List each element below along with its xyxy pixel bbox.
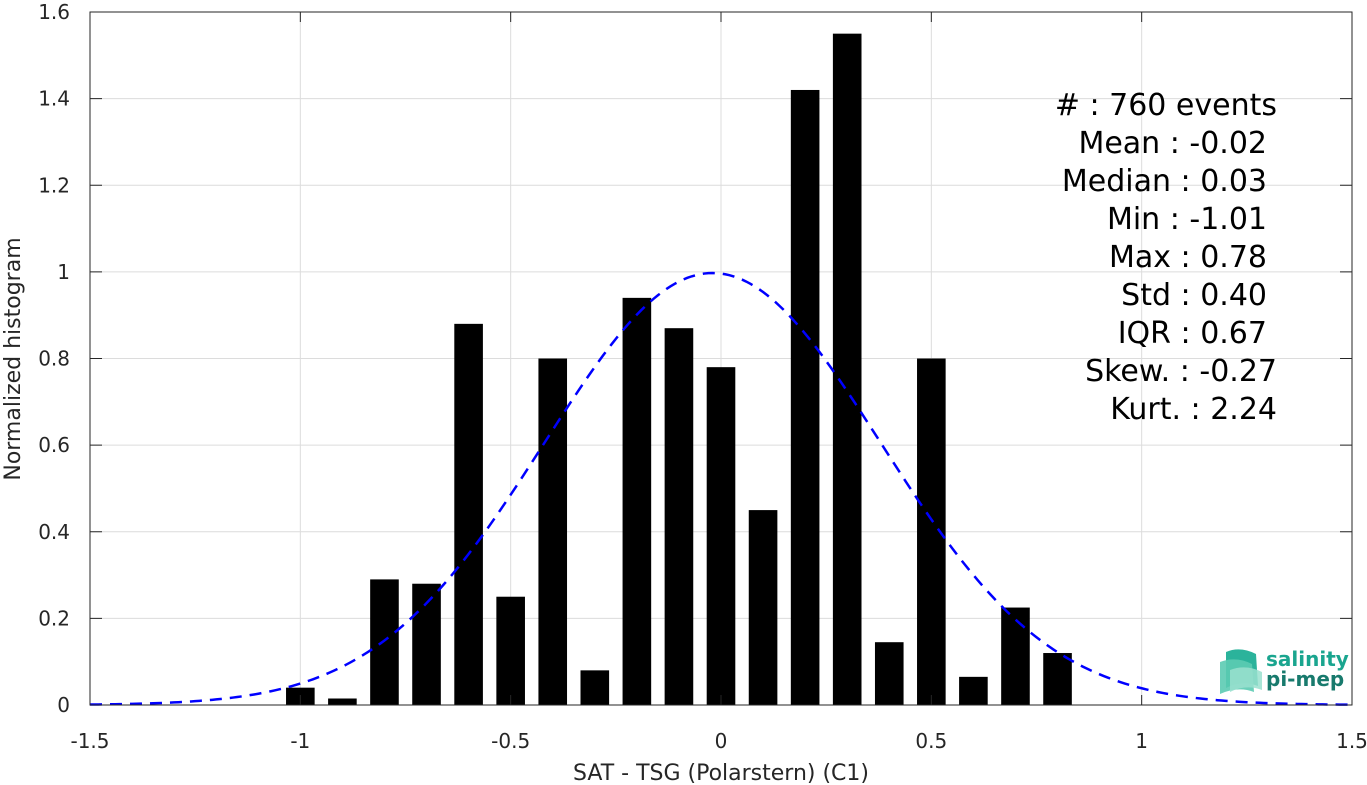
y-tick-label: 0.4 xyxy=(38,520,70,544)
x-tick-label: 0.5 xyxy=(915,729,947,753)
stat-min: Min : -1.01 xyxy=(1107,202,1267,237)
x-tick-label: 1.5 xyxy=(1336,729,1367,753)
y-tick-label: 1 xyxy=(57,260,70,284)
histogram-bar xyxy=(1043,653,1072,705)
statistics-box: # : 760 events Mean : -0.02 Median : 0.0… xyxy=(1055,88,1277,427)
y-tick-labels: 0 0.2 0.4 0.6 0.8 1 1.2 1.4 1.6 xyxy=(38,0,70,717)
stat-events: # : 760 events xyxy=(1055,88,1277,123)
histogram-bar xyxy=(496,596,525,705)
histogram-bar xyxy=(790,89,820,705)
tick-marks xyxy=(89,11,1353,706)
x-tick-labels: -1.5 -1 -0.5 0 0.5 1 1.5 xyxy=(70,729,1367,753)
y-axis-title: Normalized histogram xyxy=(1,237,26,480)
normal-fit-curve xyxy=(89,271,1353,706)
histogram-bar xyxy=(580,670,610,705)
histogram-bar xyxy=(328,698,357,705)
histogram-bar xyxy=(832,33,862,705)
grid-lines xyxy=(89,11,1353,706)
histogram-bar xyxy=(538,358,568,705)
y-tick-label: 0 xyxy=(57,693,70,717)
y-tick-label: 0.8 xyxy=(38,347,70,371)
stat-kurtosis: Kurt. : 2.24 xyxy=(1110,392,1277,427)
x-tick-label: -1 xyxy=(290,729,310,753)
wave-icon xyxy=(1220,649,1262,694)
stat-max: Max : 0.78 xyxy=(1109,240,1267,275)
histogram-bar xyxy=(664,328,694,705)
stat-iqr: IQR : 0.67 xyxy=(1118,316,1267,351)
stat-std: Std : 0.40 xyxy=(1121,278,1267,313)
y-tick-label: 0.2 xyxy=(38,606,70,630)
x-tick-label: 1 xyxy=(1135,729,1148,753)
y-tick-label: 1.6 xyxy=(38,0,70,24)
histogram-bar xyxy=(706,367,736,705)
histogram-bars xyxy=(286,33,1072,705)
x-tick-label: -1.5 xyxy=(70,729,109,753)
y-tick-label: 1.2 xyxy=(38,173,70,197)
y-tick-label: 1.4 xyxy=(38,87,70,111)
stat-skewness: Skew. : -0.27 xyxy=(1085,354,1277,389)
stat-mean: Mean : -0.02 xyxy=(1078,126,1267,161)
stat-median: Median : 0.03 xyxy=(1062,164,1267,199)
histogram-bar xyxy=(874,642,904,705)
x-tick-label: -0.5 xyxy=(491,729,530,753)
logo-text-salinity: salinity xyxy=(1266,647,1349,671)
y-tick-label: 0.6 xyxy=(38,433,70,457)
logo-text-pi-mep: pi-mep xyxy=(1266,667,1344,691)
histogram-bar xyxy=(748,510,778,705)
salinity-pi-mep-logo: salinity pi-mep xyxy=(1220,647,1349,694)
histogram-bar xyxy=(959,676,988,705)
histogram-bar xyxy=(370,579,399,705)
histogram-bar xyxy=(1001,607,1030,705)
x-tick-label: 0 xyxy=(715,729,728,753)
histogram-bar xyxy=(622,297,652,705)
x-axis-title: SAT - TSG (Polarstern) (C1) xyxy=(573,761,869,785)
histogram-bar xyxy=(454,323,483,705)
